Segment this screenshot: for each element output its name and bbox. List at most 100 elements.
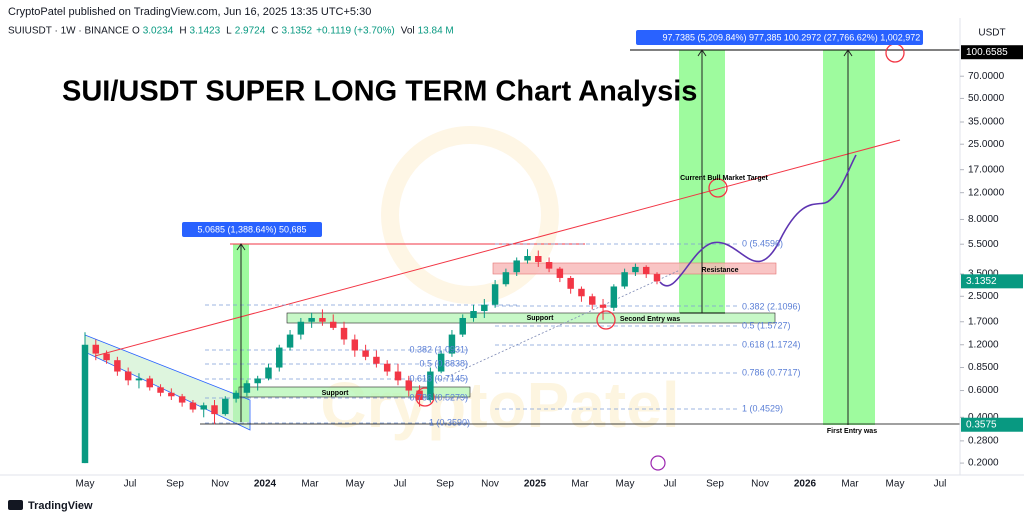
candle-body [513, 260, 520, 273]
candle-body [265, 367, 272, 379]
candle-body [276, 347, 283, 368]
y-tick-label: 12.0000 [968, 187, 1005, 198]
candle-body [211, 405, 218, 415]
candle-body [545, 262, 553, 269]
candle-body [351, 339, 359, 351]
candle-body [146, 378, 153, 388]
fib-lines [205, 243, 740, 424]
symbol-field: C [271, 26, 278, 37]
price-axis [960, 18, 1024, 478]
x-tick-label: Nov [751, 479, 769, 490]
price-tag-label: 0.3575 [966, 419, 997, 430]
candle-body [653, 274, 661, 282]
candle-body [362, 350, 369, 357]
footer: TradingView [28, 500, 93, 512]
chart-title: SUI/USDT SUPER LONG TERM Chart Analysis [62, 76, 697, 108]
candle-body [243, 383, 251, 393]
price-tag [961, 274, 1023, 289]
candle-body [427, 371, 434, 400]
fib-label: 0.5 (1.5727) [742, 320, 791, 330]
trendline [94, 139, 901, 357]
symbol-field: L [226, 26, 232, 37]
symbol-field: 13.84 M [418, 26, 454, 37]
fib-label: 0 (5.4596) [742, 238, 783, 248]
x-tick-label: Nov [211, 479, 229, 490]
x-tick-label: May [616, 479, 635, 490]
candle-body [567, 277, 574, 289]
symbol-info: SUIUSDT · 1W · BINANCE O 3.0234 H 3.1423 L 2.9… [8, 26, 454, 37]
candle-body [232, 392, 240, 399]
measure-label: 5.0685 (1,388.64%) 50,685 [197, 224, 306, 234]
candle-body [481, 304, 488, 312]
fib-label: 1 (0.3590) [429, 417, 470, 427]
y-tick-label: 0.2000 [968, 458, 999, 469]
y-tick-label: 0.2800 [968, 436, 999, 447]
candle-body [556, 268, 564, 278]
footer-bar [0, 492, 1024, 518]
symbol-field: SUIUSDT · 1W · BINANCE [8, 26, 129, 37]
annotation: First Entry was [827, 428, 877, 435]
measure-label: 100.2972 (27,766.62%) 1,002,972 [784, 32, 921, 42]
candle-body [124, 371, 132, 381]
fib-label: 0.382 (2.1096) [742, 301, 801, 311]
x-tick-label: May [886, 479, 905, 490]
fib-label: 0.618 (0.7145) [409, 373, 468, 383]
candle-body [168, 392, 175, 397]
symbol-field: Vol [401, 26, 415, 37]
y-tick-label: 0.8500 [968, 362, 999, 373]
candle-body [114, 360, 121, 372]
y-tick-label: 5.5000 [968, 239, 999, 250]
price-tag [961, 417, 1023, 432]
candle-body [222, 398, 229, 415]
candle-body [189, 402, 197, 410]
annotation: Current Bull Market Target [680, 175, 768, 182]
x-tick-label: Sep [436, 479, 454, 490]
candle-body [524, 256, 531, 261]
price-tag [961, 45, 1023, 60]
candle-body [599, 304, 607, 308]
x-tick-label: Sep [706, 479, 724, 490]
candle-body [589, 296, 596, 305]
y-tick-label: 8.0000 [968, 214, 999, 225]
y-tick-label: 17.0000 [968, 164, 1005, 175]
price-tag-label: 100.6585 [966, 47, 1008, 58]
support-zone [286, 312, 776, 324]
candle-body [437, 353, 445, 372]
symbol-field: 3.0234 [143, 26, 174, 37]
support-zone [238, 386, 471, 398]
symbol-field: 3.1423 [190, 26, 221, 37]
candle-body [459, 317, 466, 335]
candle-body [340, 327, 348, 340]
candle-body [405, 380, 413, 391]
annotation: Support [322, 390, 349, 397]
candle-body [286, 334, 294, 348]
x-tick-label: Mar [571, 479, 589, 490]
candle-body [200, 405, 207, 410]
candle-body [135, 378, 143, 381]
x-tick-label: 2026 [794, 479, 817, 490]
candle-body [416, 390, 423, 400]
y-tick-label: 0.4000 [968, 412, 999, 423]
projection [659, 154, 857, 287]
symbol-field: 2.9724 [235, 26, 266, 37]
candle-body [632, 266, 639, 273]
candle-body [642, 266, 650, 275]
y-tick-label: 0.6000 [968, 385, 999, 396]
y-tick-label: 70.0000 [968, 71, 1005, 82]
x-tick-label: 2025 [524, 479, 547, 490]
y-tick-label: 35.0000 [968, 117, 1005, 128]
candle-body [383, 363, 391, 372]
candle-body [103, 353, 110, 361]
y-tick-label: 3.5000 [968, 269, 999, 280]
event-icon [650, 455, 666, 471]
fib-label: 1 (0.4529) [742, 403, 783, 413]
candle-body [470, 311, 477, 318]
candle-body [535, 256, 542, 263]
x-tick-label: Mar [301, 479, 319, 490]
symbol-field: +0.1119 (+3.70%) [316, 26, 395, 37]
x-tick-label: Nov [481, 479, 499, 490]
header: CryptoPatel published on TradingView.com… [8, 6, 371, 18]
annotation: Support [527, 315, 554, 322]
measure-box [182, 222, 322, 237]
